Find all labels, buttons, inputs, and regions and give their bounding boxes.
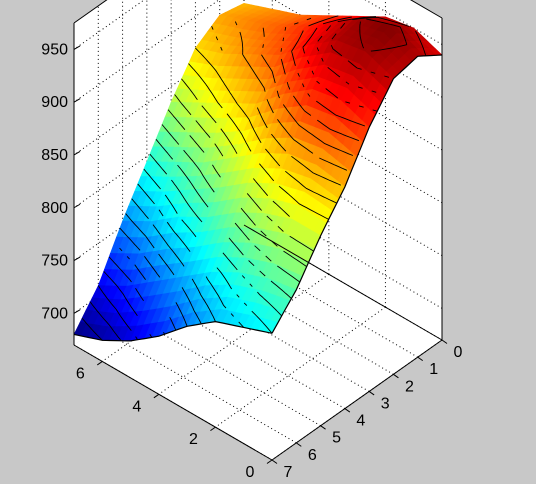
y-tick-label: 4: [356, 413, 365, 430]
y-tick-mark: [295, 442, 302, 447]
contour-line: [211, 26, 341, 186]
contour-line: [195, 47, 337, 204]
contour-lines: [73, 15, 443, 342]
z-tick-label: 900: [41, 94, 68, 111]
contour-line: [137, 183, 245, 328]
contour-line: [174, 94, 314, 252]
contour-line: [280, 17, 360, 142]
z-tick-label: 800: [41, 200, 68, 217]
x-tick-label: 2: [189, 431, 198, 448]
contour-line: [108, 256, 165, 335]
contour-line: [359, 18, 408, 52]
y-tick-mark: [441, 339, 448, 344]
axis-lines: [73, 0, 443, 461]
z-tick-mark: [73, 98, 81, 103]
gridline-floor-x: [215, 306, 386, 428]
x-tick-label: 4: [132, 398, 141, 415]
contour-line: [181, 78, 290, 217]
y-tick-label: 0: [454, 344, 463, 361]
surface-mesh: [73, 2, 443, 342]
y-tick-label: 6: [308, 447, 317, 464]
contour-line: [330, 16, 427, 78]
gridline-wall-z-left: [73, 34, 245, 156]
contour-line: [167, 109, 307, 267]
contour-line: [103, 270, 153, 338]
y-tick-mark: [320, 425, 326, 430]
y-axis-line: [271, 339, 443, 461]
contour-line: [261, 27, 354, 156]
z-tick-label: 750: [41, 253, 68, 270]
z-tick-mark: [73, 203, 81, 209]
x-axis-line: [73, 344, 273, 461]
contour-line: [97, 285, 138, 340]
contour-line: [234, 21, 348, 171]
z-axis-ticks: 700 750 800 850 900 950: [41, 41, 81, 322]
top-left-edge: [73, 0, 108, 24]
y-tick-label: 7: [284, 464, 293, 481]
x-tick-mark: [210, 426, 216, 432]
contour-line: [155, 139, 292, 299]
y-tick-label: 5: [332, 430, 341, 447]
contour-line: [149, 153, 283, 317]
x-axis-ticks: 0 2 4 6: [76, 361, 273, 481]
y-tick-mark: [417, 356, 424, 362]
z-tick-label: 950: [41, 41, 68, 58]
contour-line: [125, 213, 202, 325]
contour-line: [302, 16, 378, 112]
y-tick-mark: [368, 391, 375, 396]
contour-line: [119, 247, 177, 331]
gridline-wall-z-left: [73, 0, 220, 103]
z-tick-label: 700: [41, 305, 68, 322]
back-floor-edge: [243, 224, 443, 341]
z-tick-mark: [73, 309, 81, 314]
contour-line: [188, 63, 329, 220]
x-tick-mark: [153, 393, 160, 399]
surface-rim: [73, 54, 443, 342]
x-tick-mark: [96, 361, 103, 366]
gridline-floor-x: [158, 273, 330, 395]
contour-line: [131, 198, 216, 322]
y-tick-mark: [271, 459, 278, 464]
x-tick-label: 6: [76, 365, 85, 382]
contour-line: [119, 227, 188, 327]
x-tick-mark: [266, 459, 273, 464]
y-tick-label: 1: [429, 361, 438, 378]
x-tick-label: 0: [246, 464, 255, 481]
z-tick-mark: [73, 151, 81, 156]
y-tick-mark: [344, 408, 351, 413]
contour-line: [291, 15, 366, 127]
y-tick-label: 3: [381, 395, 390, 412]
contour-line: [316, 16, 377, 93]
z-tick-mark: [73, 256, 81, 261]
y-tick-mark: [393, 373, 399, 379]
contour-line: [161, 124, 301, 283]
z-tick-label: 850: [41, 147, 68, 164]
contour-line: [143, 168, 273, 334]
y-tick-label: 2: [405, 378, 414, 395]
contour-line: [81, 317, 103, 341]
z-tick-mark: [73, 45, 81, 50]
